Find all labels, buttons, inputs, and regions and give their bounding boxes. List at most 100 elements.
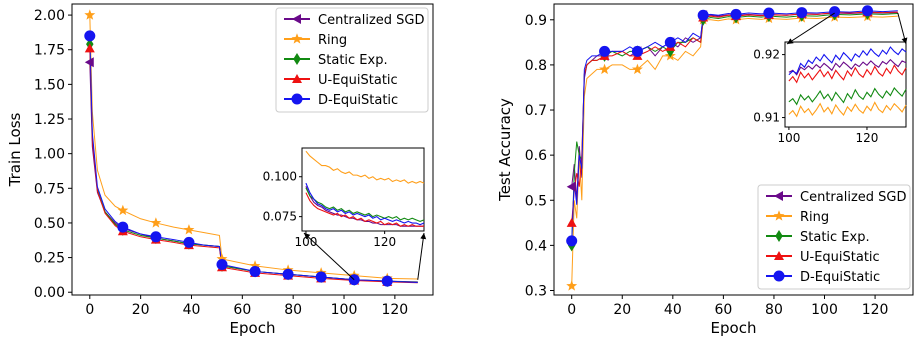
legend-marker: [773, 270, 785, 282]
inset-series-line: [788, 101, 907, 118]
x-tick-label: 60: [714, 302, 732, 318]
inset-x-tick-label: 100: [294, 235, 317, 249]
data-point: [566, 280, 578, 291]
x-axis-label: Epoch: [711, 319, 757, 337]
legend-frame: [757, 184, 911, 290]
data-point: [84, 30, 96, 42]
x-tick-label: 120: [862, 302, 889, 318]
data-point: [381, 275, 393, 287]
data-point: [566, 235, 578, 247]
y-tick-label: 0.5: [525, 193, 547, 209]
y-tick-label: 0.00: [34, 285, 65, 301]
inset-y-tick-label: 0.100: [263, 170, 297, 184]
inset-zoom: 100 120 0.91 0.92: [753, 41, 907, 145]
data-point: [599, 63, 611, 75]
inset-series-line: [305, 192, 424, 227]
inset-zoom: 100 120 0.075 0.100: [263, 147, 425, 249]
inset-series-line: [788, 86, 907, 106]
x-tick-label: 40: [183, 302, 201, 318]
y-tick-label: 0.50: [34, 216, 65, 232]
y-tick-label: 1.25: [34, 112, 65, 128]
y-axis-label: Train Loss: [6, 112, 24, 187]
legend-label: Ring: [318, 33, 347, 48]
data-point: [150, 231, 162, 243]
plot-frame: [553, 3, 914, 296]
legend-marker: [293, 53, 301, 65]
inset-x-tick-label: 120: [856, 131, 879, 145]
legend-item: Static Exp.: [766, 230, 870, 245]
x-tick-label: 80: [765, 302, 783, 318]
legend-marker: [774, 191, 783, 201]
y-tick-label: 0.7: [525, 103, 547, 119]
y-axis-label: Test Accuracy: [496, 98, 514, 202]
y-tick-label: 1.50: [34, 77, 65, 93]
data-point: [84, 43, 95, 53]
y-tick-label: 1.00: [34, 147, 65, 163]
legend-label: Static Exp.: [318, 53, 388, 68]
inset-series-line: [305, 182, 425, 226]
inset-x-tick-label: 120: [373, 235, 396, 249]
y-tick-label: 1.75: [34, 43, 65, 59]
data-point: [84, 9, 96, 20]
inset-y-tick-label: 0.075: [263, 210, 297, 224]
data-point: [730, 8, 742, 20]
data-point: [697, 9, 709, 21]
chart-test-accuracy: 0 20 40 60 80 100 120 0.3 0.4 0.5 0.6 0.7 0.8 0.9 Epoc…: [496, 3, 914, 337]
data-point: [117, 221, 129, 233]
y-tick-label: 0.6: [525, 148, 547, 164]
data-point: [249, 260, 261, 271]
data-point: [183, 236, 195, 248]
data-point: [183, 224, 195, 235]
legend-item: Ring: [766, 210, 829, 225]
legend-marker: [291, 93, 303, 105]
legend-marker: [292, 74, 302, 83]
y-tick-label: 0.8: [525, 58, 547, 74]
plot-frame: [71, 3, 434, 296]
inset-series-line: [305, 150, 425, 184]
y-tick-label: 0.4: [525, 238, 547, 254]
inset-x-tick-label: 100: [777, 131, 800, 145]
x-tick-label: 120: [381, 302, 408, 318]
legend-label: U-EquiStatic: [800, 250, 880, 265]
x-tick-label: 20: [613, 302, 631, 318]
legend-marker: [774, 251, 784, 260]
legend-marker: [291, 33, 303, 44]
y-tick-label: 0.25: [34, 251, 65, 267]
x-tick-label: 60: [233, 302, 251, 318]
legend-item: U-EquiStatic: [766, 250, 880, 265]
y-tick-label: 2.00: [34, 8, 65, 24]
legend-label: Centralized SGD: [800, 190, 907, 205]
data-point: [599, 45, 611, 57]
data-point: [249, 265, 261, 277]
inset-y-tick-label: 0.92: [753, 48, 780, 62]
legend-item: Ring: [284, 33, 347, 48]
x-tick-label: 0: [85, 302, 94, 318]
zoom-connector: [786, 12, 835, 45]
data-point: [216, 253, 228, 264]
legend-label: D-EquiStatic: [800, 270, 880, 285]
inset-series-line: [788, 46, 907, 76]
data-point: [631, 63, 643, 75]
legend-label: Static Exp.: [800, 230, 870, 245]
legend-marker: [775, 230, 783, 242]
legend: Centralized SGD Ring Static Exp. U-EquiStat…: [275, 7, 429, 113]
data-point: [84, 57, 94, 68]
inset-series-line: [788, 64, 907, 84]
legend-frame: [275, 7, 429, 113]
data-point: [117, 204, 129, 216]
data-point: [216, 259, 228, 271]
legend-item: Static Exp.: [284, 53, 388, 68]
legend-item: Centralized SGD: [284, 13, 425, 28]
legend-marker: [292, 14, 301, 24]
data-point: [861, 5, 873, 17]
inset-y-tick-label: 0.91: [753, 111, 780, 125]
legend: Centralized SGD Ring Static Exp. U-EquiStat…: [757, 184, 911, 290]
data-point: [282, 268, 294, 280]
legend-item: Centralized SGD: [766, 190, 907, 205]
inset-frame: [784, 41, 907, 128]
inset-frame: [301, 147, 425, 232]
x-axis-label: Epoch: [230, 319, 276, 337]
x-tick-label: 100: [331, 302, 358, 318]
x-tick-label: 100: [811, 302, 838, 318]
